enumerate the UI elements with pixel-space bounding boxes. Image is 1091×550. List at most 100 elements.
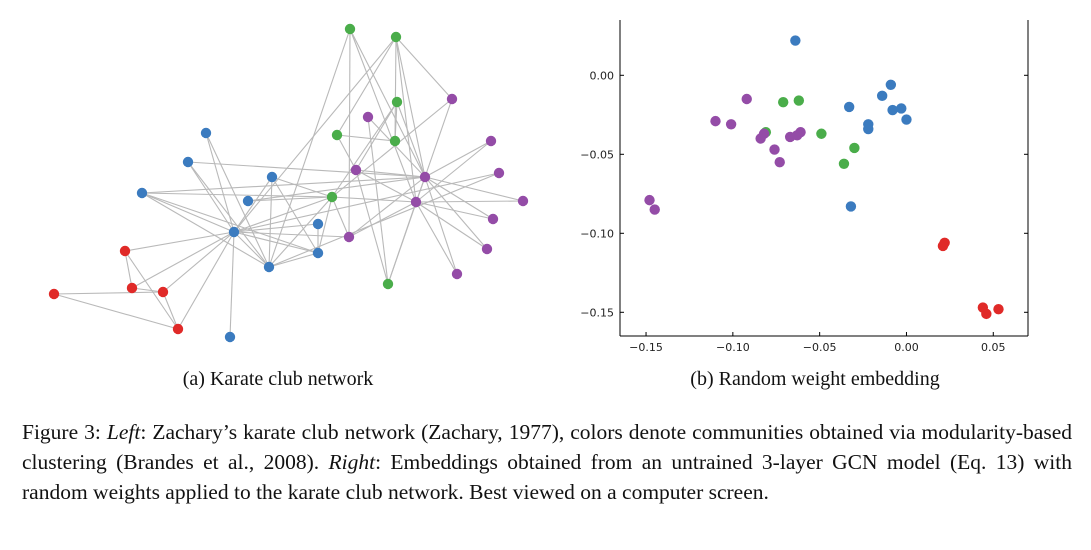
scatter-point [849,142,860,154]
graph-node [481,243,493,255]
graph-edge [187,161,235,233]
graph-edge [415,201,494,220]
karate-club-network-graph: (a) Karate club network [48,23,529,390]
scatter-point [774,157,785,168]
graph-node [242,195,254,207]
graph-edge [233,231,319,254]
graph-edge [53,293,179,330]
graph-node [224,331,236,343]
graph-node [326,191,338,203]
graph-edge [348,28,351,238]
graph-node [446,93,458,105]
scatter-point [838,158,850,169]
graph-edge [355,169,389,285]
caption-prefix: Figure 3: [22,420,107,444]
scatter-point [981,308,992,320]
y-tick-label: −0.10 [580,227,614,240]
graph-edge [141,192,235,233]
graph-edge [395,36,417,203]
scatter-axes [619,20,1029,337]
graph-edges [53,28,524,338]
scatter-point [901,114,912,125]
graph-edge [233,172,500,233]
scatter-point [885,79,897,90]
graph-edge [247,196,333,202]
graph-node [390,31,402,43]
graph-node [451,268,463,280]
graph-node [126,282,138,294]
graph-edge [187,161,426,178]
graph-edge [317,196,333,254]
graph-edge [268,196,333,268]
x-tick-label: −0.10 [716,341,750,354]
graph-edge [336,36,397,136]
graph-edge [336,134,396,142]
scatter-point [649,204,660,215]
graph-edge [348,201,417,238]
scatter-points [644,35,1004,320]
scatter-point [741,93,752,105]
graph-node [331,129,343,141]
graph-edge [394,36,397,142]
graph-node [389,135,401,147]
graph-node [200,127,212,139]
graph-node [312,247,324,259]
graph-edge [205,132,270,268]
scatter-point [710,115,721,127]
scatter-point [769,144,780,155]
graph-edge [141,192,333,198]
graph-node [410,196,422,208]
x-tick-label: −0.05 [803,341,837,354]
graph-node [487,213,499,225]
graph-edge [331,196,417,203]
graph-edge [424,176,494,220]
graph-edge [233,231,270,268]
graph-edge [415,201,488,250]
scatter-point [896,103,907,114]
graph-edge [124,250,133,289]
graph-edge [271,176,333,198]
scatter-point [778,96,789,108]
graph-node [419,171,431,183]
scatter-point [784,131,796,143]
graph-node [182,156,194,168]
subcaption-b: (b) Random weight embedding [690,368,939,390]
graph-node [228,226,240,238]
graph-edge [424,176,458,275]
graph-edge [424,176,488,250]
graph-edge [268,252,319,268]
scatter-point [725,119,737,130]
graph-edge [355,169,426,178]
graph-node [48,288,60,300]
x-tick-label: 0.05 [981,341,1006,354]
graph-edge [355,101,398,171]
y-tick-label: −0.15 [580,306,614,319]
graph-edge [349,28,417,203]
graph-node [382,278,394,290]
graph-edge [415,140,492,203]
caption-text-1: : Zachary’s karate club network (Zachary… [22,420,1072,474]
subcaption-a: (a) Karate club network [183,368,373,390]
graph-node [391,96,403,108]
graph-edge [141,192,319,254]
graph-edge [415,200,524,203]
scatter-point [863,123,874,135]
graph-edge [424,140,492,178]
graph-node [344,23,356,35]
graph-edge [268,172,500,268]
scatter-point [644,194,655,206]
graph-edge [396,101,426,178]
figure-caption: Figure 3: Left: Zachary’s karate club ne… [22,417,1072,507]
scatter-point [843,101,855,113]
graph-edge [233,223,319,233]
graph-edge [131,287,164,293]
caption-label-right: Right [328,450,376,474]
graph-edge [367,116,389,285]
scatter-point [937,240,949,252]
graph-edge [415,201,458,275]
graph-edge [367,116,426,178]
graph-edge [162,291,179,330]
scatter-point [993,303,1004,315]
caption-text-2: : Embeddings obtained from an untrained … [22,450,1072,504]
scatter-point [790,35,801,46]
